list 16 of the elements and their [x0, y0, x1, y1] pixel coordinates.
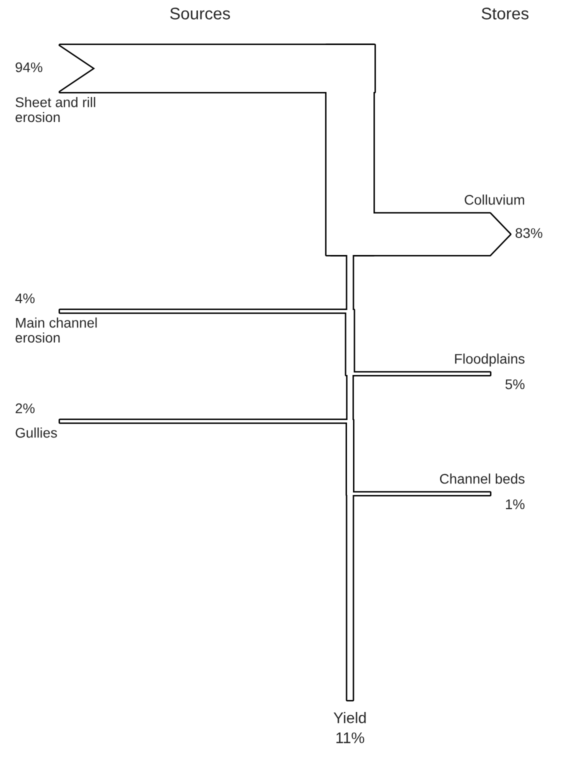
data-label: 2% [16, 403, 35, 414]
data-label: 11% [336, 732, 364, 744]
text: Stores [482, 8, 528, 20]
category-label: Floodplains [455, 354, 525, 366]
data-label: 4% [15, 293, 35, 304]
data-label: 1% [506, 499, 525, 510]
data-label: 5% [505, 379, 525, 390]
category-label: Channel beds [440, 474, 525, 484]
category-label: Colluvium [464, 194, 524, 205]
data-label: 94% [16, 62, 42, 72]
category-label: Main channel erosion [16, 318, 97, 343]
data-label: 83% [516, 228, 542, 238]
text: Sources [170, 8, 230, 20]
category-label: Sheet and rill erosion [16, 97, 96, 122]
category-label: Yield [334, 712, 366, 724]
category-label: Gullies [16, 428, 57, 438]
